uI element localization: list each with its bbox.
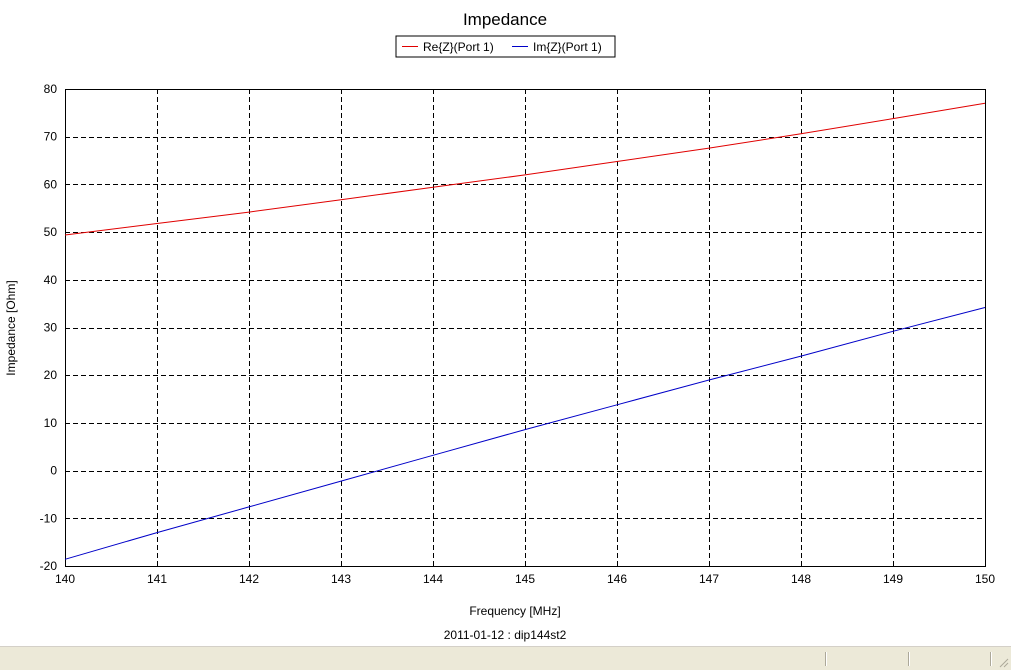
legend-label-im: Im{Z}(Port 1) xyxy=(533,40,602,54)
x-tick-label: 143 xyxy=(331,572,351,586)
resize-grip-icon[interactable] xyxy=(997,656,1009,668)
y-tick-label: 10 xyxy=(44,416,58,430)
y-axis-title: Impedance [Ohm] xyxy=(4,280,18,375)
status-separator xyxy=(908,652,910,666)
chart-footer: 2011-01-12 : dip144st2 xyxy=(444,628,567,642)
chart-title: Impedance xyxy=(463,10,547,29)
status-bar xyxy=(0,646,1011,670)
x-tick-label: 147 xyxy=(699,572,719,586)
status-separator xyxy=(825,652,827,666)
legend-box xyxy=(395,35,616,58)
chart-window: Impedance Re{Z}(Port 1) Im{Z}(Port 1) 14… xyxy=(4,10,996,642)
y-tick-label: 30 xyxy=(44,321,58,335)
y-tick-label: 50 xyxy=(44,225,58,239)
x-tick-label: 150 xyxy=(975,572,995,586)
y-tick-label: 0 xyxy=(50,464,57,478)
y-tick-label: 20 xyxy=(44,368,58,382)
y-tick-label: -20 xyxy=(40,559,58,573)
plot-frame xyxy=(65,89,986,567)
x-tick-label: 148 xyxy=(791,572,811,586)
plot-area: 140 141 142 143 144 145 146 147 148 149 150 -20 -10 0… xyxy=(40,82,996,586)
x-tick-label: 142 xyxy=(239,572,259,586)
y-tick-label: -10 xyxy=(40,511,58,525)
x-tick-label: 141 xyxy=(147,572,167,586)
legend-label-re: Re{Z}(Port 1) xyxy=(423,40,494,54)
series-line-im xyxy=(64,307,986,560)
y-tick-label: 40 xyxy=(44,273,58,287)
y-tick-label: 60 xyxy=(44,177,58,191)
y-tick-label: 70 xyxy=(44,130,58,144)
status-separator xyxy=(990,652,992,666)
x-tick-label: 140 xyxy=(55,572,75,586)
series-line-re xyxy=(64,102,986,236)
y-tick-label: 80 xyxy=(44,82,58,96)
impedance-chart: Impedance Re{Z}(Port 1) Im{Z}(Port 1) 14… xyxy=(4,10,996,642)
x-tick-label: 144 xyxy=(423,572,443,586)
x-axis-title: Frequency [MHz] xyxy=(469,604,560,618)
x-tick-label: 145 xyxy=(515,572,535,586)
x-tick-label: 146 xyxy=(607,572,627,586)
x-tick-label: 149 xyxy=(883,572,903,586)
legend: Re{Z}(Port 1) Im{Z}(Port 1) xyxy=(395,35,616,58)
